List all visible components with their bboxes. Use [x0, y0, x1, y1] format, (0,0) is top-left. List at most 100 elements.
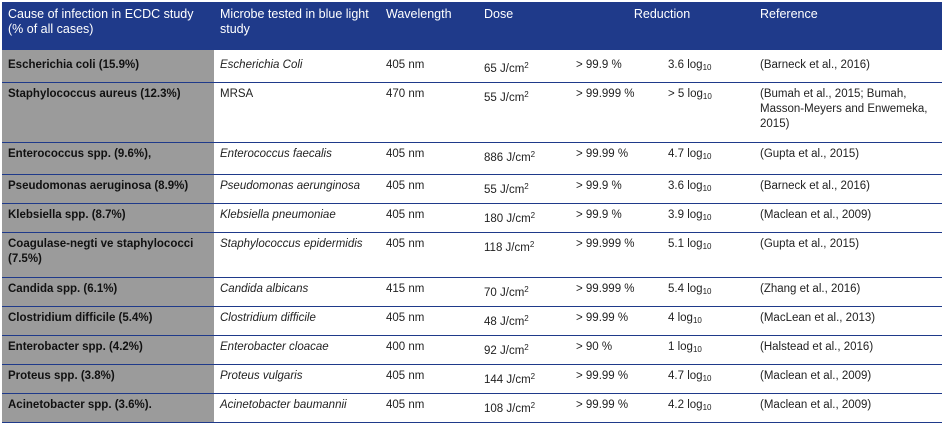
dose-value: 144 [484, 373, 504, 386]
reduction-percent-cell: > 99.99 % [570, 393, 662, 424]
dose-cell: 55 J/cm2 [478, 82, 570, 143]
table-row: Clostridium difficile (5.4%) Clostridium … [2, 306, 943, 337]
wavelength-cell: 405 nm [380, 364, 478, 394]
table-row: Enterobacter spp. (4.2%) Enterobacter clo… [2, 335, 943, 365]
log-value: 3.9 [668, 209, 684, 222]
dose-unit: J/cm [500, 287, 525, 300]
log-base: 10 [702, 91, 712, 101]
microbe-cell: Acinetobacter baumannii [214, 393, 380, 424]
reduction-percent-cell: > 99.99 % [570, 306, 662, 337]
log-unit: log [687, 369, 703, 382]
dose-cell: 65 J/cm2 [478, 54, 570, 83]
log-base: 10 [702, 402, 712, 412]
reduction-percent-cell: > 99.9 % [570, 174, 662, 205]
log-value: 1 [668, 341, 675, 354]
cause-cell: Enterococcus spp. (9.6%), [2, 142, 214, 176]
dose-exponent: 2 [524, 314, 529, 324]
dose-unit: J/cm [500, 63, 525, 75]
dose-unit: J/cm [500, 91, 525, 104]
log-unit: log [687, 180, 703, 193]
microbe-cell: Staphylococcus epidermidis [214, 232, 380, 279]
dose-unit: J/cm [506, 151, 531, 164]
spacer-cause [2, 50, 214, 54]
dose-value: 48 [484, 316, 497, 329]
dose-value: 65 [484, 63, 497, 75]
cause-cell: Clostridium difficile (5.4%) [2, 306, 214, 337]
log-base: 10 [702, 151, 712, 161]
reduction-percent-cell: > 99.999 % [570, 277, 662, 308]
log-value: 4.7 [668, 147, 684, 160]
table-row: Klebsiella spp. (8.7%) Klebsiella pneumon… [2, 203, 943, 234]
header-dose: Dose [478, 2, 570, 50]
wavelength-cell: 405 nm [380, 306, 478, 337]
reduction-log-cell: 5.1 log10 [662, 232, 755, 279]
log-unit: log [677, 312, 693, 325]
wavelength-cell: 405 nm [380, 393, 478, 424]
reference-cell: (Bumah et al., 2015; Bumah, Masson-Meyer… [754, 82, 943, 143]
dose-value: 108 [484, 402, 504, 415]
cause-cell: Candida spp. (6.1%) [2, 277, 214, 308]
wavelength-cell: 400 nm [380, 335, 478, 365]
microbe-cell: Enterobacter cloacae [214, 335, 380, 365]
wavelength-cell: 405 nm [380, 232, 478, 279]
log-value: 4 [668, 312, 675, 325]
table-row: Candida spp. (6.1%) Candida albicans 415 n… [2, 277, 943, 308]
log-value: 4.7 [668, 369, 684, 382]
spacer-row [2, 50, 943, 54]
dose-value: 92 [484, 345, 497, 358]
log-unit: log [687, 238, 703, 251]
table-row: Escherichia coli (15.9%) Escherichia Coli… [2, 54, 943, 83]
dose-value: 55 [484, 91, 497, 104]
log-base: 10 [702, 242, 712, 252]
log-value: > 5 [668, 87, 685, 100]
spacer-rest [214, 50, 943, 54]
log-unit: log [687, 209, 703, 222]
reduction-log-cell: 3.6 log10 [662, 174, 755, 205]
reduction-log-cell: > 5 log10 [662, 82, 755, 143]
reduction-percent-cell: > 90 % [570, 335, 662, 365]
dose-value: 118 [484, 242, 503, 255]
reduction-log-cell: 4.7 log10 [662, 142, 755, 176]
cause-cell: Acinetobacter spp. (3.6%). [2, 393, 214, 424]
dose-exponent: 2 [530, 371, 536, 381]
log-value: 3.6 [668, 180, 684, 193]
dose-exponent: 2 [524, 343, 529, 353]
log-base: 10 [702, 373, 712, 383]
log-base: 10 [702, 213, 712, 223]
log-base: 10 [702, 287, 712, 297]
header-reduction: Reduction [570, 2, 755, 50]
dose-unit: J/cm [500, 316, 525, 329]
dose-unit: J/cm [506, 213, 531, 226]
dose-unit: J/cm [506, 402, 531, 415]
reduction-percent-cell: > 99.99 % [570, 364, 662, 394]
dose-value: 180 [484, 213, 504, 226]
reference-cell: (Maclean et al., 2009) [754, 203, 943, 234]
cause-cell: Escherichia coli (15.9%) [2, 54, 214, 83]
dose-unit: J/cm [506, 373, 531, 386]
dose-exponent: 2 [524, 285, 529, 295]
log-unit: log [687, 87, 703, 100]
reference-cell: (Gupta et al., 2015) [754, 232, 943, 279]
wavelength-cell: 405 nm [380, 203, 478, 234]
log-base: 10 [692, 316, 702, 326]
header-microbe: Microbe tested in blue light study [214, 2, 380, 50]
log-value: 5.1 [668, 238, 684, 251]
table-row: Proteus spp. (3.8%) Proteus vulgaris 405 n… [2, 364, 943, 394]
table-row: Enterococcus spp. (9.6%), Enterococcus fa… [2, 142, 943, 176]
reference-cell: (Maclean et al., 2009) [754, 364, 943, 394]
dose-value: 55 [484, 184, 497, 197]
microbe-cell: Pseudomonas aerunginosa [214, 174, 380, 205]
dose-value: 886 [484, 151, 504, 164]
header-cause: Cause of infection in ECDC study (% of a… [2, 2, 214, 50]
reference-cell: (Barneck et al., 2016) [754, 174, 943, 205]
microbe-cell: Enterococcus faecalis [214, 142, 380, 176]
log-value: 5.4 [668, 283, 684, 296]
reduction-percent-cell: > 99.99 % [570, 142, 662, 176]
log-value: 4.2 [668, 398, 684, 411]
wavelength-cell: 405 nm [380, 142, 478, 176]
log-unit: log [677, 341, 693, 354]
microbe-cell: Escherichia Coli [214, 54, 380, 83]
header-wavelength: Wavelength [380, 2, 478, 50]
dose-cell: 180 J/cm2 [478, 203, 570, 234]
